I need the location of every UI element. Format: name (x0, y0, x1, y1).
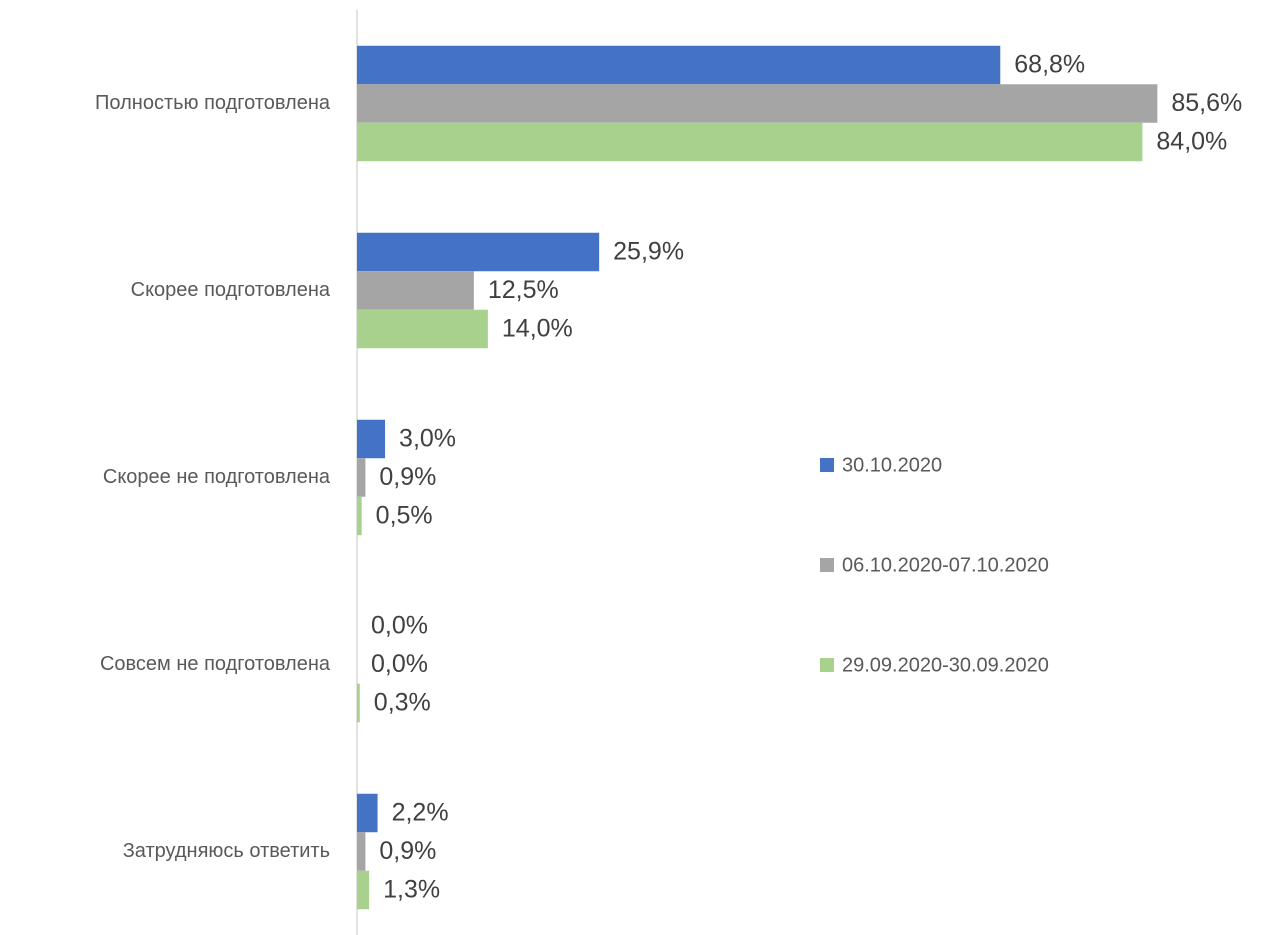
bar (357, 45, 1001, 85)
data-label: 1,3% (383, 876, 440, 904)
bar (357, 683, 360, 723)
data-label: 0,0% (371, 650, 428, 678)
data-label: 85,6% (1171, 89, 1242, 117)
legend-label: 06.10.2020-07.10.2020 (842, 554, 1049, 576)
bar (357, 496, 362, 536)
legend-label: 30.10.2020 (842, 454, 942, 476)
data-label: 14,0% (502, 315, 573, 343)
legend-swatch (820, 558, 834, 572)
bar (357, 309, 488, 349)
bar (357, 232, 600, 272)
bar (357, 122, 1143, 162)
category-label: Совсем не подготовлена (100, 653, 331, 675)
data-label: 0,3% (374, 689, 431, 717)
bar (357, 832, 366, 871)
legend-swatch (820, 658, 834, 672)
bar (357, 870, 370, 910)
data-label: 84,0% (1156, 128, 1227, 156)
category-label: Затрудняюсь ответить (123, 840, 330, 862)
bar (357, 458, 366, 497)
bar (357, 84, 1158, 123)
data-label: 2,2% (392, 799, 449, 827)
data-label: 0,9% (379, 837, 436, 865)
bar (357, 271, 474, 310)
category-label: Скорее не подготовлена (103, 466, 331, 488)
data-label: 0,0% (371, 612, 428, 640)
data-label: 3,0% (399, 425, 456, 453)
category-label: Полностью подготовлена (95, 92, 331, 114)
data-label: 12,5% (488, 276, 559, 304)
category-label: Скорее подготовлена (131, 279, 331, 301)
legend-label: 29.09.2020-30.09.2020 (842, 654, 1049, 676)
bar (357, 793, 378, 833)
data-label: 68,8% (1014, 51, 1085, 79)
data-label: 0,5% (376, 502, 433, 530)
bar (357, 419, 386, 459)
legend-swatch (820, 458, 834, 472)
data-label: 0,9% (379, 463, 436, 491)
data-label: 25,9% (613, 238, 684, 266)
